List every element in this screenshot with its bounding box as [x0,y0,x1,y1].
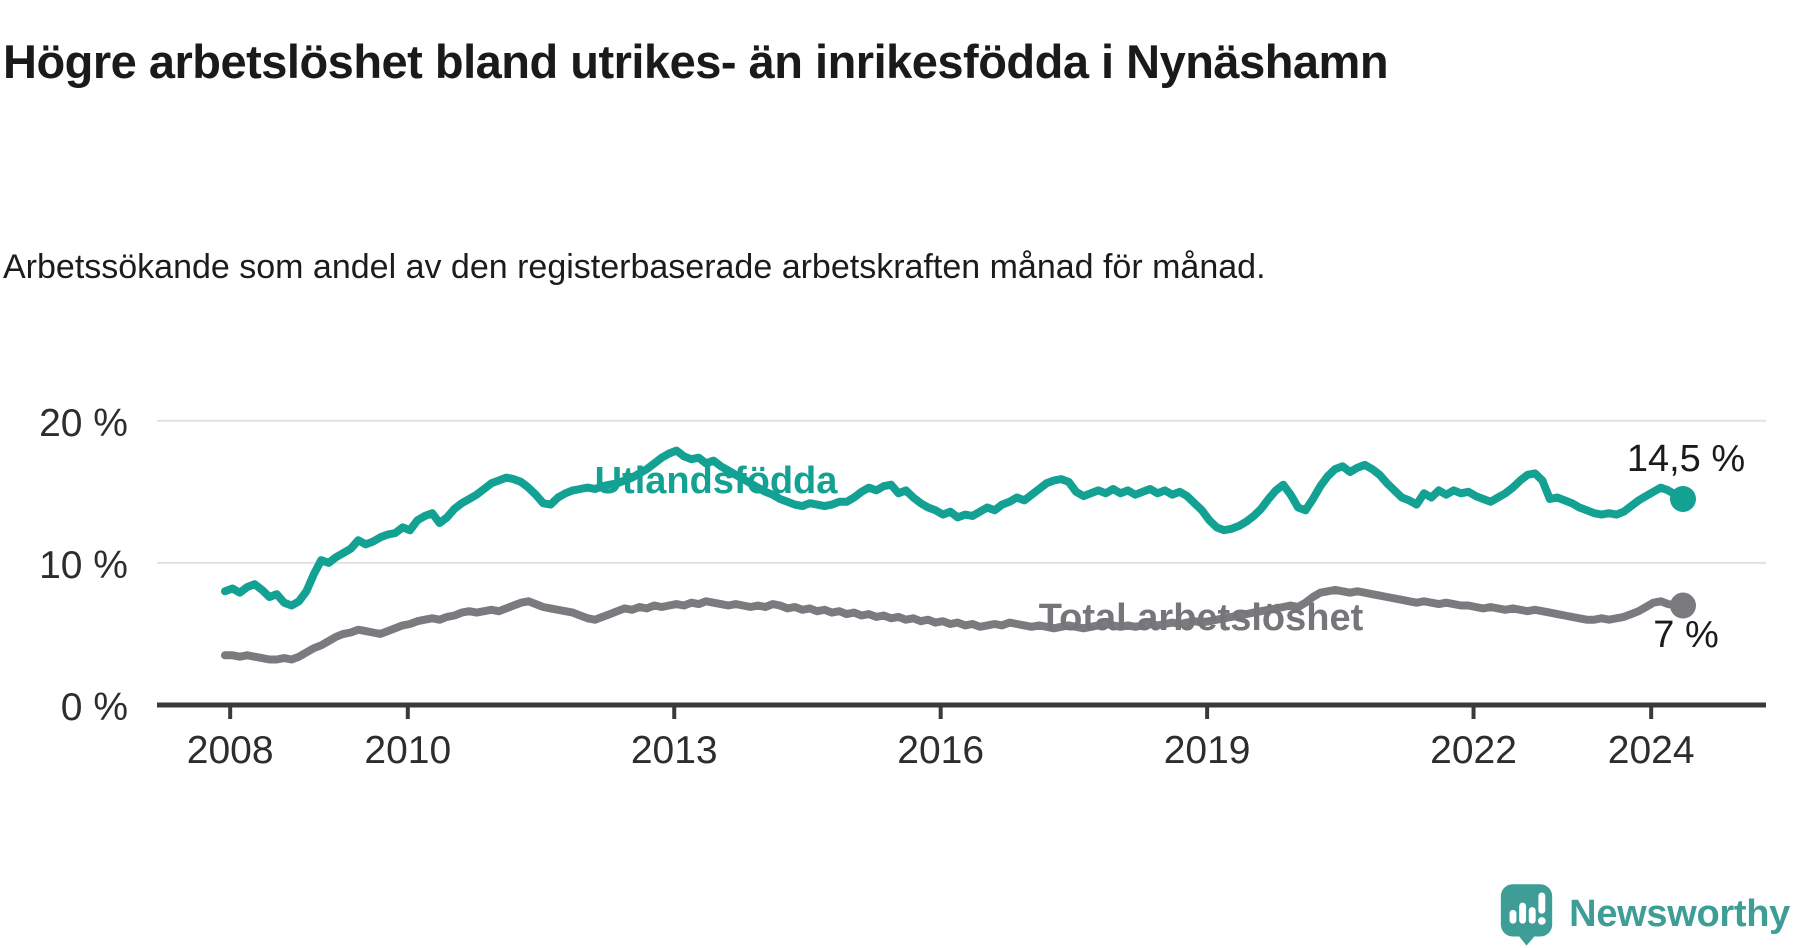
y-axis-label-20: 20 % [39,402,128,445]
chart-subtitle: Arbetssökande som andel av den registerb… [3,248,1266,286]
x-axis-label-2008: 2008 [187,729,274,772]
x-axis-label-2010: 2010 [364,729,451,772]
y-axis-label-0: 0 % [61,686,128,729]
newsworthy-logo-text: Newsworthy [1569,892,1790,935]
x-axis-label-2013: 2013 [631,729,718,772]
end-dot-utlandsfodda [1669,485,1696,512]
series-line-utlandsfodda [221,446,1687,610]
end-value-label-utlandsfodda: 14,5 % [1627,438,1745,480]
x-axis-label-2016: 2016 [897,729,984,772]
series-label-total: Total arbetslöshet [1039,597,1364,639]
end-dot-total [1669,592,1696,619]
x-axis-label-2024: 2024 [1608,729,1695,772]
end-value-label-total: 7 % [1653,614,1718,656]
x-axis-label-2019: 2019 [1164,729,1251,772]
series-label-utlandsfodda: Utlandsfödda [595,460,839,502]
newsworthy-logo-icon [1501,883,1553,946]
series-line-total [221,585,1687,664]
unemployment-line-chart: 0 % 10 % 20 % 2008 2010 2013 2016 2019 2022 2024 U… [39,402,1766,772]
chart-title: Högre arbetslöshet bland utrikes- än inr… [3,35,1389,89]
x-axis-label-2022: 2022 [1430,729,1517,772]
y-axis-label-10: 10 % [39,544,128,587]
newsworthy-logo: Newsworthy [1499,880,1790,948]
